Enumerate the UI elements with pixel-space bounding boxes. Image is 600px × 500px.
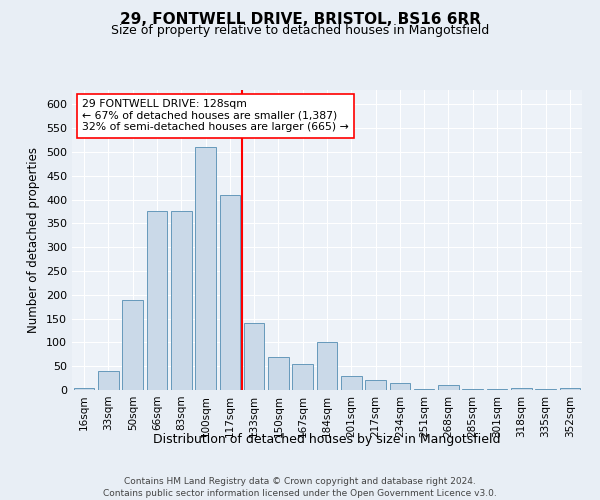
Bar	[292, 364, 313, 390]
Bar	[74, 388, 94, 390]
Text: 29, FONTWELL DRIVE, BRISTOL, BS16 6RR: 29, FONTWELL DRIVE, BRISTOL, BS16 6RR	[119, 12, 481, 28]
Bar	[535, 389, 556, 390]
Bar	[171, 212, 191, 390]
Bar	[146, 212, 167, 390]
Bar	[414, 389, 434, 390]
Text: 29 FONTWELL DRIVE: 128sqm
← 67% of detached houses are smaller (1,387)
32% of se: 29 FONTWELL DRIVE: 128sqm ← 67% of detac…	[82, 99, 349, 132]
Bar	[511, 388, 532, 390]
Text: Contains public sector information licensed under the Open Government Licence v3: Contains public sector information licen…	[103, 489, 497, 498]
Text: Contains HM Land Registry data © Crown copyright and database right 2024.: Contains HM Land Registry data © Crown c…	[124, 478, 476, 486]
Bar	[268, 356, 289, 390]
Bar	[487, 389, 508, 390]
Bar	[560, 388, 580, 390]
Bar	[317, 342, 337, 390]
Y-axis label: Number of detached properties: Number of detached properties	[28, 147, 40, 333]
Bar	[463, 389, 483, 390]
Bar	[341, 376, 362, 390]
Bar	[365, 380, 386, 390]
Bar	[220, 195, 240, 390]
Bar	[389, 383, 410, 390]
Bar	[244, 324, 265, 390]
Text: Distribution of detached houses by size in Mangotsfield: Distribution of detached houses by size …	[153, 432, 501, 446]
Bar	[195, 147, 216, 390]
Bar	[122, 300, 143, 390]
Text: Size of property relative to detached houses in Mangotsfield: Size of property relative to detached ho…	[111, 24, 489, 37]
Bar	[98, 371, 119, 390]
Bar	[438, 385, 459, 390]
